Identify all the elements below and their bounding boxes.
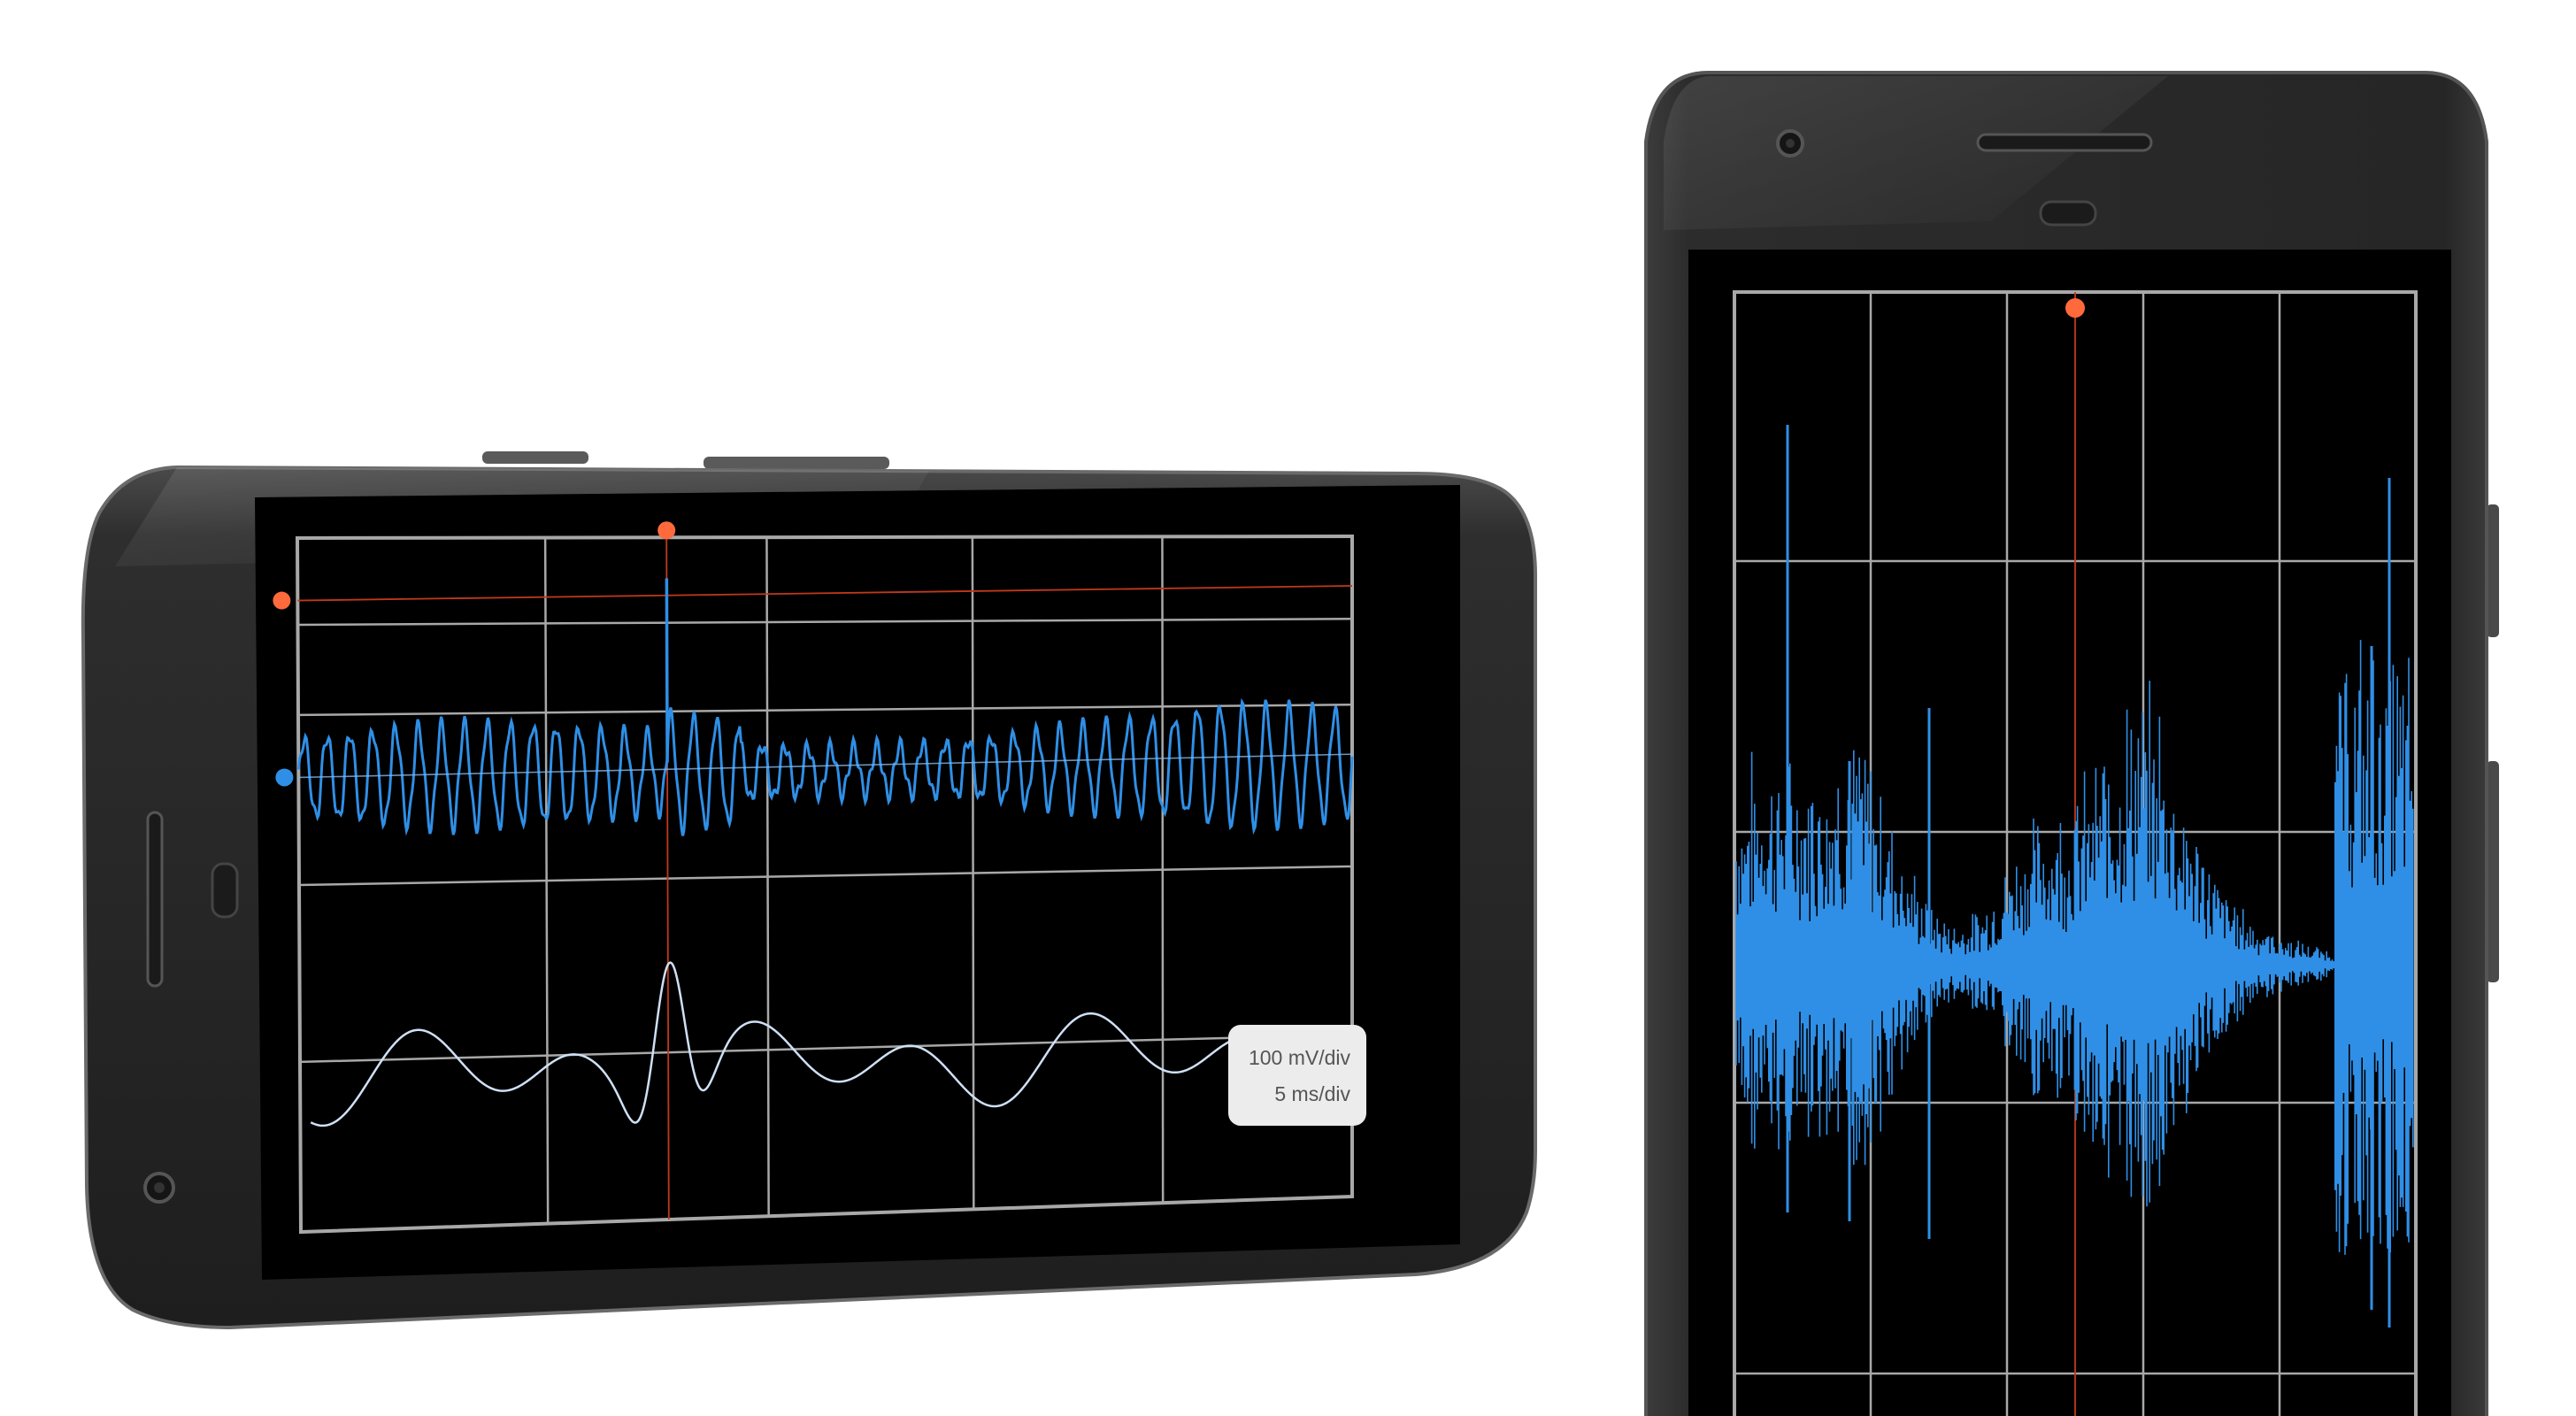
- secondary-trace: [310, 961, 1353, 1127]
- time-scale-label: 5 ms/div: [1274, 1082, 1350, 1105]
- landscape-screen: [255, 485, 1460, 1280]
- power-button: [704, 457, 889, 469]
- proximity-sensor-icon: [211, 862, 239, 919]
- time-cursor-marker: [657, 521, 676, 540]
- grid-frame: [295, 534, 1354, 1235]
- earpiece-speaker-icon: [1976, 133, 2153, 152]
- voltage-cursor-line: [297, 585, 1353, 602]
- grid-line-horizontal: [297, 618, 1353, 627]
- grid-line-horizontal: [298, 865, 1353, 887]
- grid-line-horizontal: [299, 1033, 1353, 1064]
- trace-spike: [665, 578, 669, 763]
- volume-rocker: [2487, 761, 2499, 982]
- trace-baseline: [298, 753, 1353, 779]
- time-cursor-marker: [2065, 298, 2085, 318]
- earpiece-speaker-icon: [146, 811, 164, 988]
- left-oscilloscope-view: [273, 521, 1354, 1235]
- right-oscilloscope-view: [1733, 290, 2418, 1416]
- side-button: [2487, 504, 2499, 637]
- primary-trace: [296, 697, 1354, 836]
- voltage-scale-label: 100 mV/div: [1249, 1046, 1351, 1069]
- volume-button: [482, 451, 588, 464]
- scale-readout: 100 mV/div 5 ms/div: [1228, 1025, 1366, 1126]
- proximity-sensor-icon: [2039, 200, 2097, 227]
- grid-line-horizontal: [298, 703, 1353, 717]
- voltage-cursor-marker: [273, 591, 291, 610]
- portrait-phone: [1644, 71, 2499, 1416]
- landscape-phone: 100 mV/div 5 ms/div: [81, 451, 1537, 1330]
- primary-trace: [1735, 640, 2414, 1255]
- trigger-marker: [275, 768, 294, 787]
